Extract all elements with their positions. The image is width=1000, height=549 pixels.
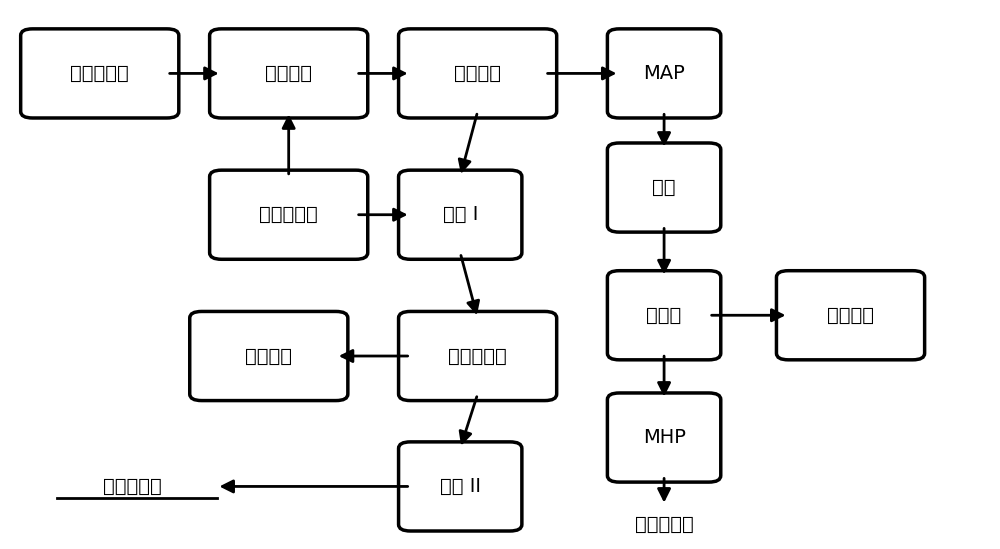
FancyBboxPatch shape — [210, 170, 368, 259]
Text: 生物法处理: 生物法处理 — [448, 346, 507, 366]
FancyBboxPatch shape — [607, 393, 721, 482]
FancyBboxPatch shape — [21, 29, 179, 118]
FancyBboxPatch shape — [776, 271, 925, 360]
FancyBboxPatch shape — [399, 29, 557, 118]
Text: MHP: MHP — [643, 428, 686, 447]
Text: 排放或回用: 排放或回用 — [103, 477, 161, 496]
Text: 氨氮废水: 氨氮废水 — [265, 64, 312, 83]
FancyBboxPatch shape — [399, 311, 557, 401]
Text: 回收氨水: 回收氨水 — [827, 306, 874, 325]
Text: 氨氮吸附剂: 氨氮吸附剂 — [635, 515, 693, 534]
FancyBboxPatch shape — [607, 271, 721, 360]
FancyBboxPatch shape — [399, 442, 522, 531]
Text: MAP: MAP — [643, 64, 685, 83]
FancyBboxPatch shape — [190, 311, 348, 401]
FancyBboxPatch shape — [399, 170, 522, 259]
Text: 出水 II: 出水 II — [440, 477, 481, 496]
Text: 硫酸镁废水: 硫酸镁废水 — [70, 64, 129, 83]
Text: 热分解: 热分解 — [646, 306, 682, 325]
Text: 活性污泥: 活性污泥 — [245, 346, 292, 366]
Text: 化学沉淀: 化学沉淀 — [454, 64, 501, 83]
Text: 硫酸镁废水: 硫酸镁废水 — [259, 205, 318, 224]
Text: 干燥: 干燥 — [652, 178, 676, 197]
FancyBboxPatch shape — [607, 143, 721, 232]
FancyBboxPatch shape — [210, 29, 368, 118]
Text: 出水 I: 出水 I — [443, 205, 478, 224]
FancyBboxPatch shape — [607, 29, 721, 118]
